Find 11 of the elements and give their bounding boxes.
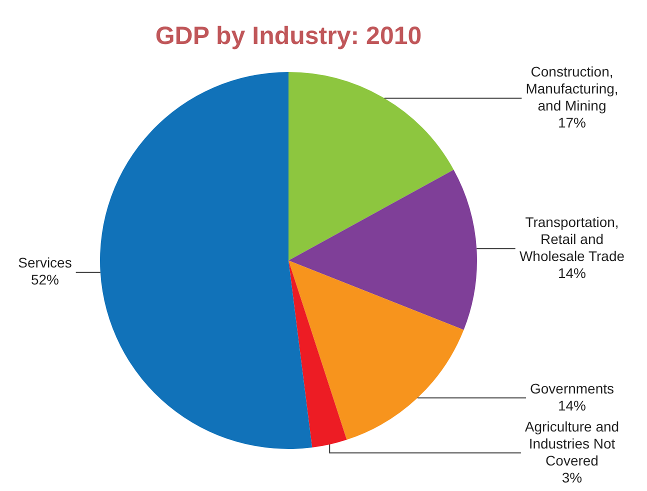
chart-title: GDP by Industry: 2010 (155, 22, 422, 50)
data-label: 14% (558, 265, 586, 282)
slice-label: Agriculture and Industries Not Covered (524, 418, 620, 468)
slice-label: Services (18, 254, 72, 271)
data-label: 52% (30, 272, 60, 288)
data-label: 17% (558, 114, 586, 131)
data-label: 14% (558, 397, 586, 414)
slice-label: Construction, Manufacturing, and Mining (526, 64, 618, 114)
data-label: 3% (562, 469, 582, 486)
slice-label: Transportation, Retail and Wholesale Trade (519, 214, 625, 264)
slice-label: Governments (530, 380, 614, 396)
